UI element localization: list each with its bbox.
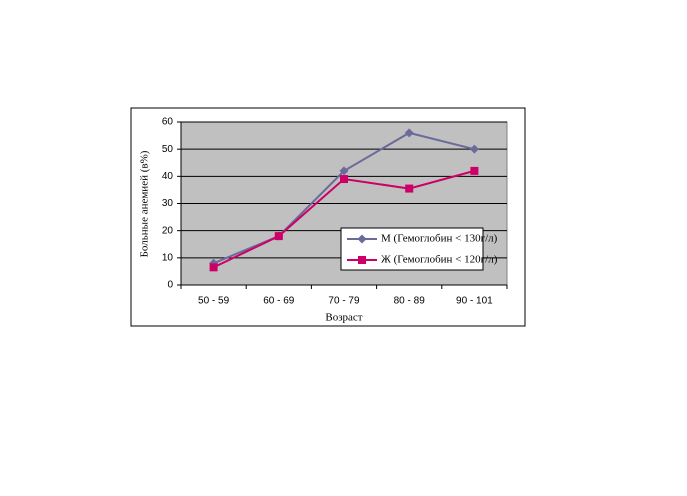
y-tick-label: 0 (167, 280, 173, 291)
data-point (339, 166, 349, 176)
data-point (274, 232, 283, 241)
x-tick-label: 90 - 101 (456, 296, 493, 307)
data-point (470, 166, 479, 175)
y-axis-label: Больные анемией (в%) (139, 150, 151, 257)
data-point (209, 263, 218, 272)
x-tick-label: 80 - 89 (394, 296, 426, 307)
legend-label: Ж (Гемоглобин < 120г/л) (381, 254, 498, 266)
data-point (404, 128, 414, 138)
y-tick-label: 30 (162, 198, 174, 209)
legend-marker (357, 234, 367, 244)
y-tick-label: 60 (162, 117, 174, 128)
y-tick-label: 50 (162, 144, 174, 155)
legend-label: М (Гемоглобин < 130г/л) (381, 233, 498, 245)
x-tick-label: 50 - 59 (198, 296, 230, 307)
x-tick-label: 70 - 79 (328, 296, 360, 307)
x-tick-label: 60 - 69 (263, 296, 295, 307)
y-tick-label: 10 (162, 252, 174, 263)
data-point (405, 184, 414, 193)
data-point (340, 175, 348, 184)
y-tick-label: 40 (162, 171, 174, 182)
legend-marker (358, 256, 366, 264)
x-axis-label: Возраст (325, 312, 362, 324)
data-point (469, 144, 479, 154)
y-tick-label: 20 (162, 225, 174, 236)
